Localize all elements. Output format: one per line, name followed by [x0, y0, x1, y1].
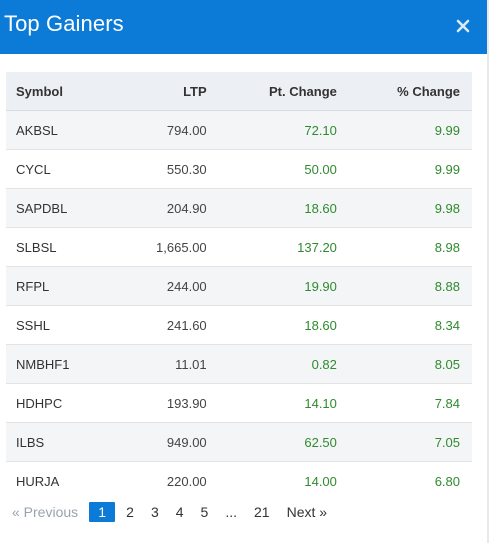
cell-pct-change: 7.05: [348, 422, 472, 462]
column-pt-change[interactable]: Pt. Change: [218, 72, 349, 111]
modal-title: Top Gainers: [4, 11, 124, 36]
page-button-1[interactable]: 1: [89, 502, 116, 522]
cell-pt-change: 18.60: [218, 305, 349, 345]
cell-pt-change: 19.90: [218, 266, 349, 306]
table-row: CYCL 550.30 50.00 9.99: [6, 149, 472, 189]
cell-symbol: SAPDBL: [6, 188, 113, 228]
cell-pct-change: 9.98: [348, 188, 472, 228]
page-button-last[interactable]: 21: [254, 504, 270, 520]
cell-ltp: 244.00: [112, 266, 219, 306]
cell-ltp: 11.01: [112, 344, 219, 384]
next-page-button[interactable]: Next »: [286, 504, 328, 520]
cell-ltp: 193.90: [112, 383, 219, 423]
cell-pct-change: 8.05: [348, 344, 472, 384]
table-row: HURJA 220.00 14.00 6.80: [6, 461, 472, 500]
table-row: AKBSL 794.00 72.10 9.99: [6, 110, 472, 150]
column-symbol[interactable]: Symbol: [6, 72, 113, 111]
modal-body: Symbol LTP Pt. Change % Change AKBSL 794…: [0, 54, 487, 543]
gainers-table: Symbol LTP Pt. Change % Change AKBSL 794…: [6, 72, 472, 500]
cell-symbol: SSHL: [6, 305, 113, 345]
table-body: AKBSL 794.00 72.10 9.99 CYCL 550.30 50.0…: [6, 110, 472, 500]
cell-pct-change: 9.99: [348, 149, 472, 189]
table-row: SAPDBL 204.90 18.60 9.98: [6, 188, 472, 228]
cell-ltp: 220.00: [112, 461, 219, 500]
cell-pt-change: 14.10: [218, 383, 349, 423]
cell-pct-change: 8.98: [348, 227, 472, 267]
column-ltp[interactable]: LTP: [112, 72, 219, 111]
page-button-3[interactable]: 3: [150, 504, 159, 520]
column-pct-change[interactable]: % Change: [348, 72, 472, 111]
cell-symbol: ILBS: [6, 422, 113, 462]
cell-ltp: 241.60: [112, 305, 219, 345]
cell-symbol: HURJA: [6, 461, 113, 500]
cell-ltp: 550.30: [112, 149, 219, 189]
modal-header: Top Gainers: [0, 0, 487, 54]
table-row: SSHL 241.60 18.60 8.34: [6, 305, 472, 345]
page-button-2[interactable]: 2: [126, 504, 134, 520]
cell-symbol: NMBHF1: [6, 344, 113, 384]
cell-pt-change: 137.20: [218, 227, 349, 267]
cell-pct-change: 9.99: [348, 110, 472, 150]
cell-ltp: 204.90: [112, 188, 219, 228]
cell-pt-change: 0.82: [218, 344, 349, 384]
previous-page-button[interactable]: « Previous: [12, 504, 79, 520]
cell-pt-change: 50.00: [218, 149, 349, 189]
cell-pct-change: 7.84: [348, 383, 472, 423]
table-header-row: Symbol LTP Pt. Change % Change: [6, 72, 472, 111]
cell-ltp: 794.00: [112, 110, 219, 150]
cell-pt-change: 72.10: [218, 110, 349, 150]
table-row: SLBSL 1,665.00 137.20 8.98: [6, 227, 472, 267]
pagination: « Previous 1 2 3 4 5 ... 21 Next »: [6, 500, 338, 524]
cell-symbol: HDHPC: [6, 383, 113, 423]
table-row: HDHPC 193.90 14.10 7.84: [6, 383, 472, 423]
cell-pt-change: 18.60: [218, 188, 349, 228]
table-row: RFPL 244.00 19.90 8.88: [6, 266, 472, 306]
pagination-ellipsis: ...: [225, 504, 238, 520]
table-row: ILBS 949.00 62.50 7.05: [6, 422, 472, 462]
close-button[interactable]: [453, 12, 473, 40]
cell-pt-change: 14.00: [218, 461, 349, 500]
cell-symbol: RFPL: [6, 266, 113, 306]
cell-ltp: 1,665.00: [112, 227, 219, 267]
table-header: Symbol LTP Pt. Change % Change: [6, 72, 472, 111]
page-button-4[interactable]: 4: [175, 504, 184, 520]
cell-symbol: SLBSL: [6, 227, 113, 267]
cell-symbol: AKBSL: [6, 110, 113, 150]
cell-pt-change: 62.50: [218, 422, 349, 462]
table-row: NMBHF1 11.01 0.82 8.05: [6, 344, 472, 384]
page-button-5[interactable]: 5: [200, 504, 209, 520]
cell-pct-change: 6.80: [348, 461, 472, 500]
cell-symbol: CYCL: [6, 149, 113, 189]
close-icon: [456, 19, 470, 33]
cell-pct-change: 8.88: [348, 266, 472, 306]
cell-pct-change: 8.34: [348, 305, 472, 345]
cell-ltp: 949.00: [112, 422, 219, 462]
